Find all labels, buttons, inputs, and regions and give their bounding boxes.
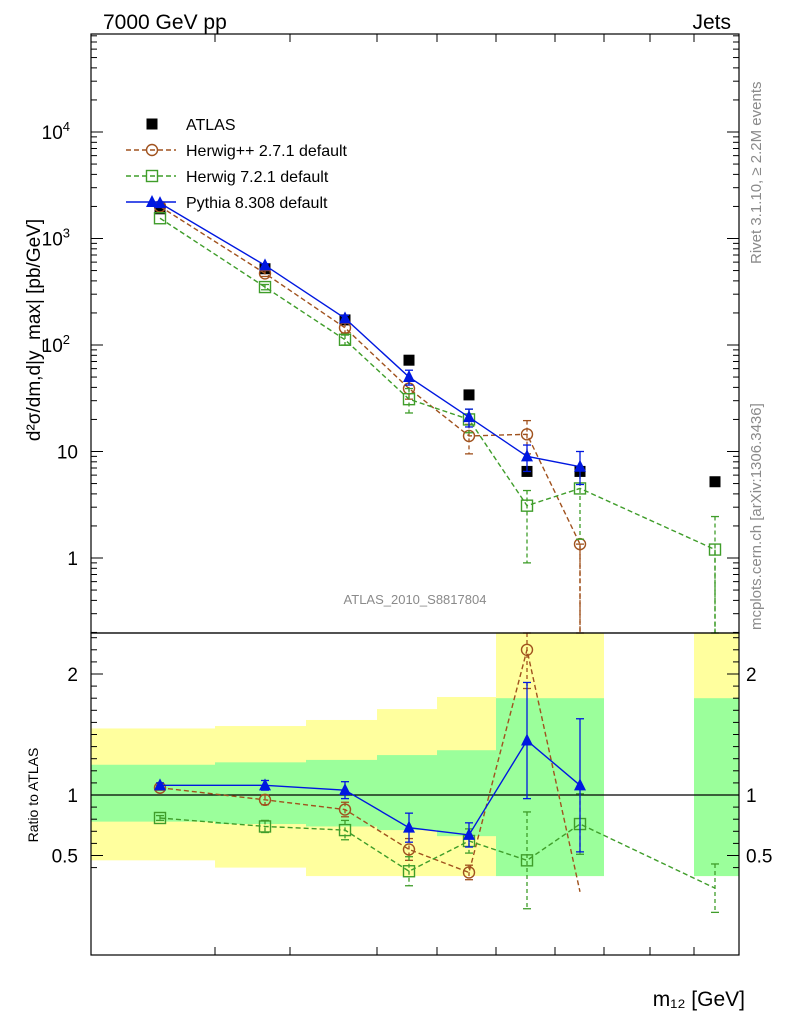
y-tick-label: 1: [67, 549, 78, 570]
y-tick-exponent: 3: [63, 226, 70, 241]
legend-entry-herwig-7-2-1-default: Herwig 7.2.1 default: [126, 169, 329, 186]
legend-label: Herwig 7.2.1 default: [186, 169, 329, 186]
ratio-point: [258, 820, 272, 833]
main-y-axis-title: d²σ/dm,d|y_max| [pb/GeV]: [24, 219, 45, 441]
ratio-point: [338, 803, 352, 816]
band-inner-1: [215, 762, 306, 825]
ratio-point: [403, 820, 415, 833]
legend-label: Pythia 8.308 default: [186, 195, 328, 212]
data-point: [463, 389, 475, 401]
legend-entry-pythia-8-308-default: Pythia 8.308 default: [126, 195, 328, 212]
data-point: [574, 459, 586, 472]
data-point: [339, 311, 351, 324]
legend: ATLAS Herwig++ 2.7.1 default Herwig 7.2.1 …: [126, 117, 348, 212]
ratio-point: [258, 793, 272, 807]
ratio-point: [259, 778, 271, 791]
ratio-uncertainty-bands: [91, 633, 739, 877]
ratio-y-tick-label-right: 2: [746, 665, 757, 686]
legend-marker: [145, 143, 159, 157]
ratio-plot: [91, 632, 739, 914]
analysis-id-label: ATLAS_2010_S8817804: [344, 592, 487, 607]
ratio-y-tick-label: 0.5: [52, 847, 78, 868]
data-point: [258, 280, 272, 294]
ratio-point: [402, 843, 416, 856]
series-line: [159, 205, 581, 633]
axes: 1 10 102 103 104 0.5 0.5 1 1 2 2: [42, 33, 772, 956]
data-point: [403, 354, 415, 366]
series-herwig-7-2-1-default: [153, 212, 722, 634]
data-point: [521, 449, 533, 462]
x-axis-title: m₁₂ [GeV]: [653, 988, 745, 1011]
series-line: [159, 217, 716, 633]
y-tick-label: 102: [42, 332, 70, 357]
series-herwig-2-7-1-default: [153, 200, 587, 634]
header-left-label: 7000 GeV pp: [103, 11, 227, 34]
band-inner-3: [377, 755, 437, 831]
ratio-y-tick-label-right: 0.5: [746, 847, 772, 868]
ratio-series-herwig-7-2-1-default: [153, 793, 719, 914]
data-point: [520, 428, 534, 441]
legend-label: ATLAS: [186, 117, 236, 134]
ratio-y-tick-label: 1: [67, 786, 78, 807]
ratio-point: [154, 778, 166, 791]
ratio-point: [339, 783, 351, 796]
y-tick-label: 104: [42, 119, 70, 144]
legend-label: Herwig++ 2.7.1 default: [186, 143, 348, 160]
data-point: [463, 410, 475, 423]
ratio-point: [338, 823, 352, 837]
series-line: [159, 202, 581, 468]
ratio-point: [574, 778, 586, 791]
band-inner-0: [91, 764, 215, 822]
data-point: [402, 392, 416, 406]
legend-marker: [146, 118, 158, 130]
data-point: [709, 476, 721, 488]
ratio-frame: [90, 632, 740, 956]
data-point: [338, 333, 352, 346]
y-tick-exponent: 2: [63, 332, 70, 347]
ratio-y-tick-label: 2: [67, 665, 78, 686]
data-point: [708, 543, 722, 556]
ratio-point: [521, 733, 533, 746]
data-point: [154, 203, 166, 215]
legend-marker: [145, 169, 159, 183]
ratio-line: [159, 817, 716, 889]
ratio-point: [520, 643, 534, 656]
ratio-point: [402, 865, 416, 878]
header-right-label: Jets: [692, 11, 731, 34]
legend-entry-herwig-2-7-1-default: Herwig++ 2.7.1 default: [126, 143, 348, 160]
series-pythia-8-308-default: [154, 196, 586, 486]
data-point: [259, 258, 271, 271]
band-inner-7: [694, 698, 739, 877]
legend-entry-atlas: ATLAS: [146, 117, 236, 134]
ratio-point: [153, 811, 167, 825]
rivet-version-label: Rivet 3.1.10, ≥ 2.2M events: [748, 82, 765, 265]
band-inner-5: [496, 698, 555, 877]
ratio-point: [462, 866, 476, 879]
ratio-point: [463, 827, 475, 840]
ratio-series-pythia-8-308-default: [154, 681, 586, 853]
y-tick-label: 103: [42, 226, 70, 251]
main-plot: [153, 196, 722, 634]
data-point: [403, 370, 415, 383]
ratio-y-tick-label-right: 1: [746, 786, 757, 807]
legend-marker: [146, 195, 158, 207]
y-tick-label: 10: [57, 443, 78, 464]
mcplots-label: mcplots.cern.ch [arXiv:1306.3436]: [748, 403, 765, 630]
y-tick-exponent: 4: [63, 119, 70, 134]
band-inner-4: [437, 750, 496, 837]
ratio-point: [520, 854, 534, 867]
data-point: [520, 499, 534, 512]
ratio-y-axis-title: Ratio to ATLAS: [25, 748, 41, 843]
data-point: [153, 212, 167, 225]
series-atlas: [154, 203, 721, 488]
